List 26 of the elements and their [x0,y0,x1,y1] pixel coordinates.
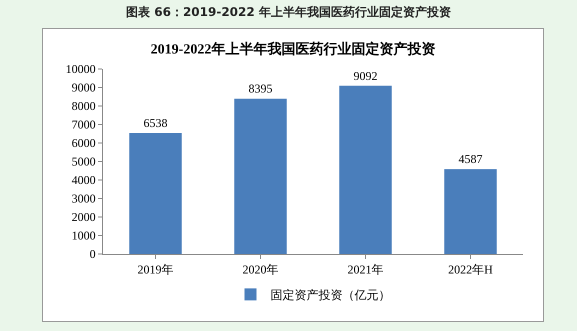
data-label: 6538 [144,116,168,130]
x-tick-label: 2019年 [138,262,174,276]
data-label: 8395 [248,82,272,96]
bar [339,86,392,254]
y-tick-label: 5000 [72,154,96,169]
bar [234,98,287,254]
y-tick-label: 2000 [72,210,96,224]
y-tick-label: 0 [90,247,96,262]
y-tick-label: 1000 [72,228,96,243]
x-tick-label: 2022年H [448,262,494,276]
data-label: 9092 [354,68,378,83]
y-tick-label: 7000 [72,118,96,132]
x-tick-label: 2021年 [348,262,384,276]
legend-label: 固定资产投资（亿元） [270,288,390,302]
y-tick-label: 8000 [72,99,96,114]
bar [129,133,182,254]
y-tick-label: 4000 [72,173,96,188]
text: 图表 66：2019-2022 年上半年我国医药行业固定资产投资 [125,4,452,21]
bar [444,169,497,254]
y-tick-label: 9000 [72,80,96,95]
y-tick-label: 3000 [72,192,96,206]
x-tick-label: 2020年 [242,262,278,276]
chart-title: 2019-2022年上半年我国医药行业固定资产投资 [150,40,436,58]
y-tick-label: 10000 [66,62,96,76]
data-label: 4587 [458,152,482,166]
y-tick-label: 6000 [72,136,96,150]
